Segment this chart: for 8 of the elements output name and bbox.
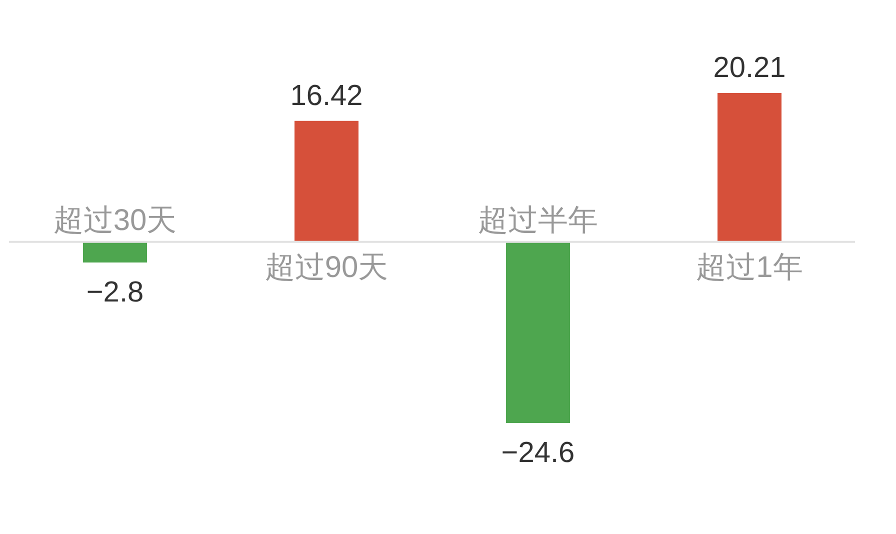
data-label: −2.8 [86, 276, 144, 308]
x-tick-label: 超过半年 [478, 204, 598, 237]
x-tick-label: 超过1年 [696, 250, 803, 284]
data-label: 20.21 [713, 52, 786, 84]
data-label: 16.42 [290, 80, 363, 112]
x-tick-label: 超过30天 [53, 204, 177, 237]
x-tick-label: 超过90天 [264, 250, 388, 284]
data-label: −24.6 [501, 437, 575, 469]
